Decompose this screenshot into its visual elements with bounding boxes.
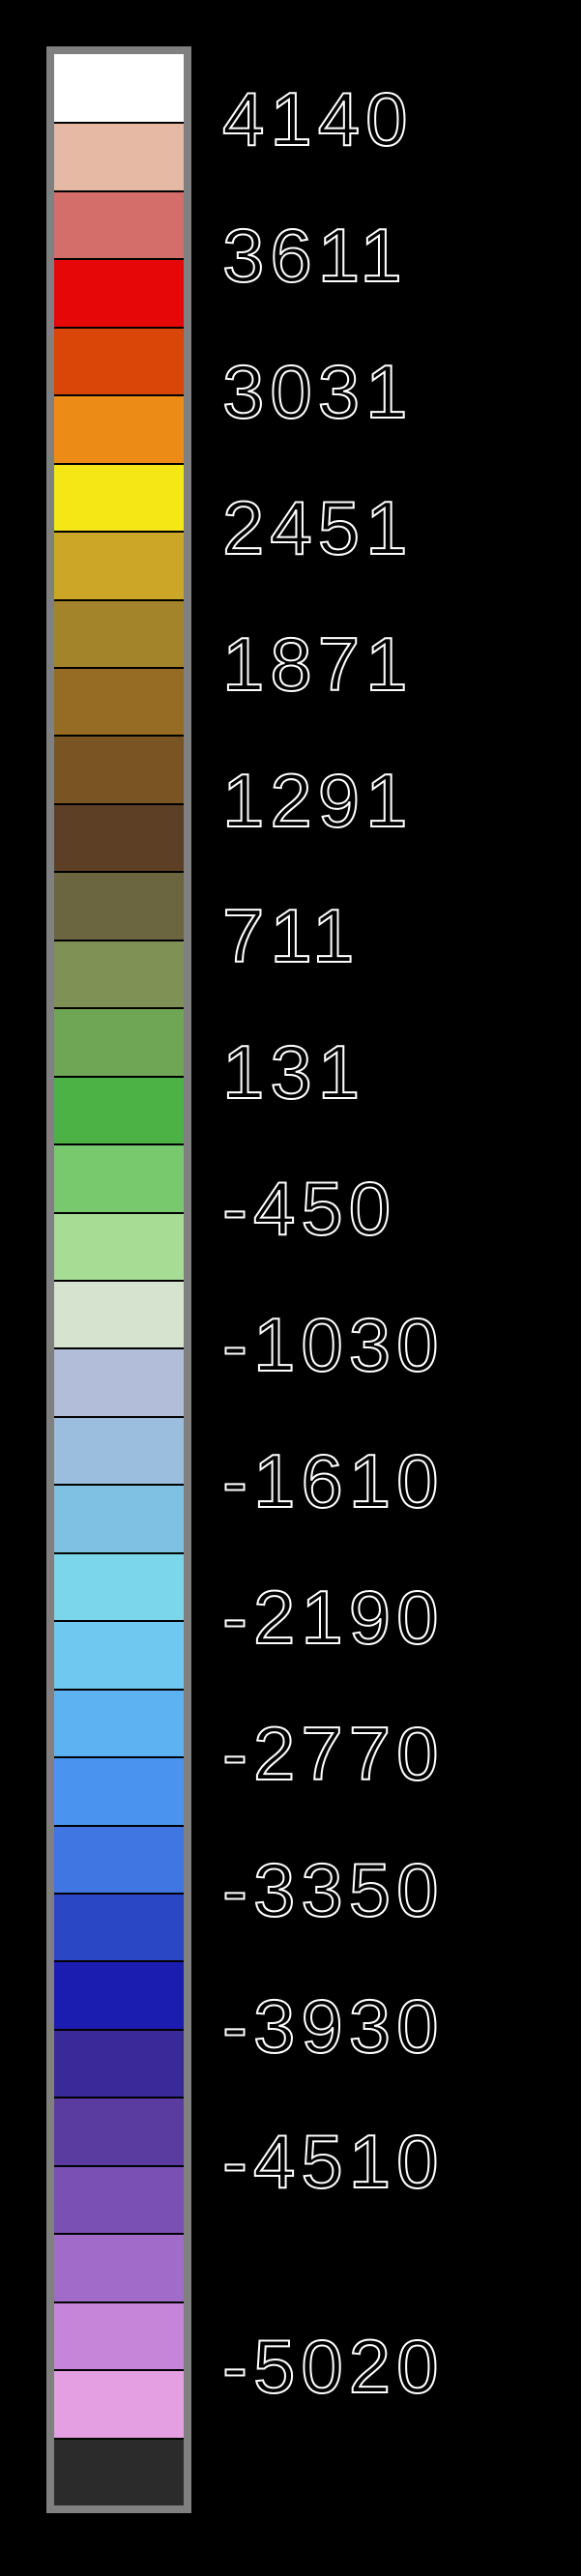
colorbar-swatch (54, 1620, 184, 1689)
colorbar-swatch (54, 1416, 184, 1485)
colorbar-swatch (54, 803, 184, 872)
colorbar-swatch (54, 2097, 184, 2165)
colorbar-swatch (54, 463, 184, 532)
colorbar-tick-label: 4140 (222, 75, 414, 163)
colorbar-tick-label: 3031 (222, 348, 414, 436)
colorbar-swatch (54, 1143, 184, 1212)
colorbar-swatch (54, 122, 184, 190)
colorbar-swatch (54, 735, 184, 803)
colorbar-tick-label: 3611 (222, 212, 408, 300)
colorbar-tick-label: -2770 (222, 1710, 445, 1798)
colorbar-swatch (54, 190, 184, 259)
colorbar-swatch (54, 531, 184, 599)
colorbar-tick-label: -1610 (222, 1437, 445, 1525)
colorbar-swatch (54, 2165, 184, 2234)
colorbar-tick-label: -1030 (222, 1301, 445, 1389)
colorbar-swatch (54, 2029, 184, 2098)
colorbar-swatch (54, 1893, 184, 1961)
colorbar-tick-label: 2451 (222, 484, 414, 572)
colorbar-swatch (54, 1007, 184, 1076)
colorbar-tick-label: 131 (222, 1028, 365, 1116)
colorbar-swatch (54, 1076, 184, 1144)
colorbar-tick-label: -4510 (222, 2118, 445, 2206)
colorbar-tick-label: -2190 (222, 1574, 445, 1662)
colorbar-swatch (54, 2438, 184, 2506)
colorbar-swatch (54, 2233, 184, 2301)
colorbar-swatch (54, 1280, 184, 1348)
colorbar-swatch (54, 1756, 184, 1825)
colorbar-swatch (54, 1552, 184, 1621)
colorbar-tick-label: -450 (222, 1165, 396, 1253)
colorbar-swatch (54, 667, 184, 736)
colorbar-swatch (54, 940, 184, 1008)
colorbar-swatch (54, 1484, 184, 1552)
colorbar-swatch (54, 871, 184, 940)
colorbar-swatch (54, 258, 184, 327)
colorbar-tick-label: -3930 (222, 1983, 445, 2070)
colorbar-swatch (54, 327, 184, 395)
colorbar-swatch (54, 2369, 184, 2438)
colorbar-tick-label: 711 (222, 892, 360, 980)
colorbar-swatch (54, 1689, 184, 1757)
colorbar-tick-label: -3350 (222, 1846, 445, 1934)
colorbar-tick-label: 1871 (222, 621, 414, 709)
colorbar-tick-label: 1291 (222, 757, 414, 845)
colorbar-swatch (54, 394, 184, 463)
colorbar-swatch (54, 1347, 184, 1416)
colorbar-swatch (54, 599, 184, 668)
colorbar-swatch (54, 54, 184, 123)
colorbar-swatch (54, 2301, 184, 2370)
colorbar-swatch (54, 1960, 184, 2029)
colorbar-swatch (54, 1825, 184, 1894)
colorbar-tick-label: -5020 (222, 2323, 445, 2411)
colorbar-swatch (54, 1212, 184, 1281)
